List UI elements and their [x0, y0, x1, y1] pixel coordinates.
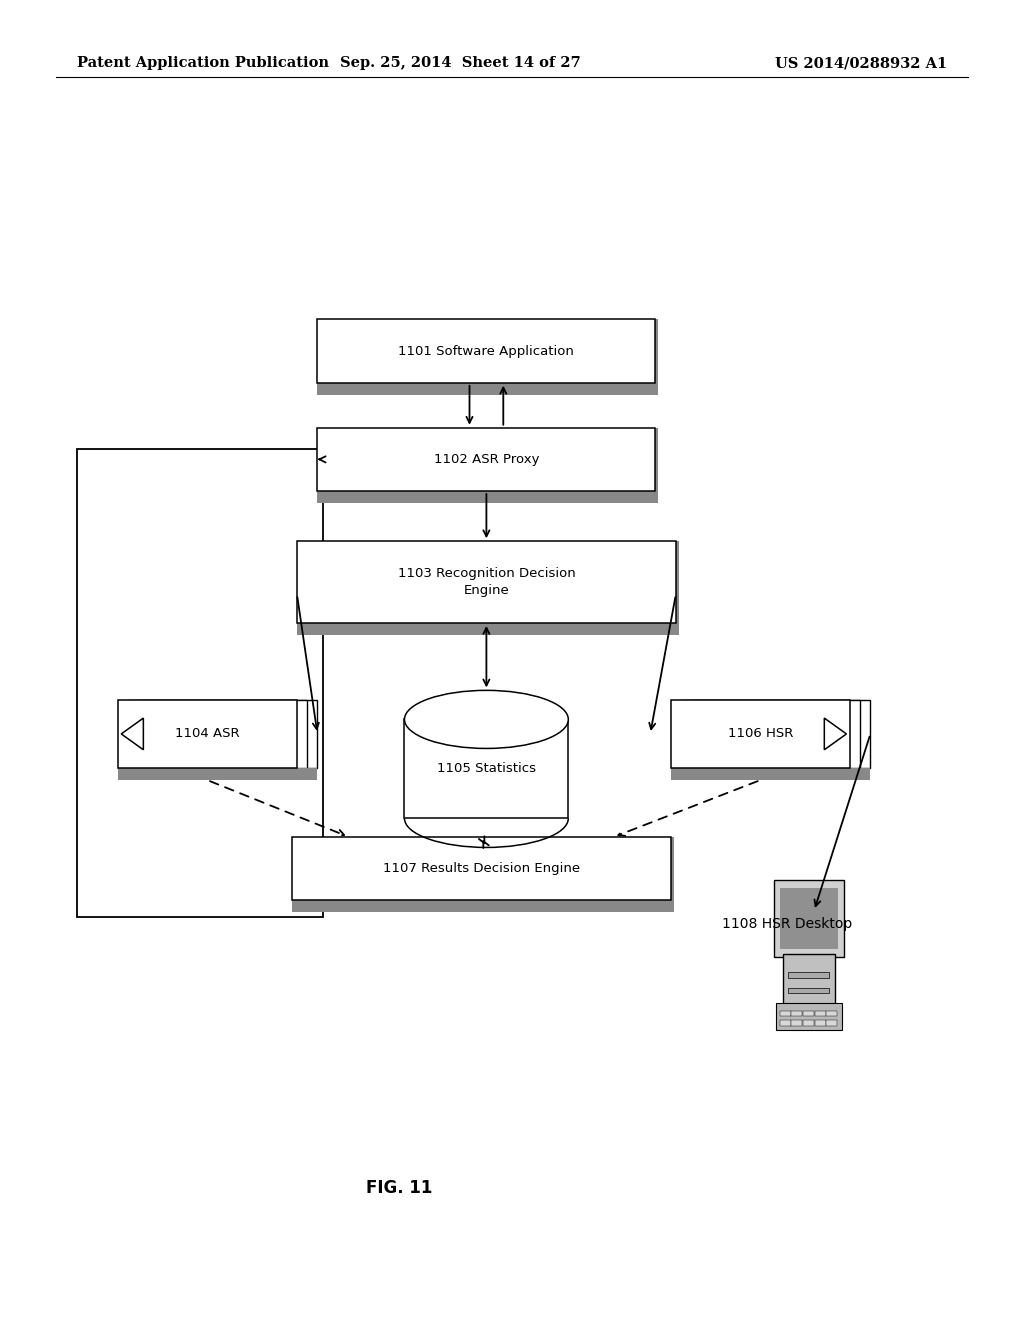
FancyBboxPatch shape — [297, 541, 676, 623]
Text: 1104 ASR: 1104 ASR — [175, 727, 240, 741]
FancyBboxPatch shape — [788, 973, 829, 978]
FancyBboxPatch shape — [780, 1011, 791, 1016]
FancyBboxPatch shape — [676, 541, 679, 635]
Text: Sep. 25, 2014  Sheet 14 of 27: Sep. 25, 2014 Sheet 14 of 27 — [340, 57, 582, 70]
Text: 1103 Recognition Decision
Engine: 1103 Recognition Decision Engine — [397, 568, 575, 597]
FancyBboxPatch shape — [128, 700, 307, 768]
Ellipse shape — [404, 690, 568, 748]
Polygon shape — [797, 957, 821, 973]
FancyBboxPatch shape — [317, 491, 658, 503]
Text: 1108 HSR Desktop: 1108 HSR Desktop — [722, 917, 852, 931]
Polygon shape — [824, 718, 847, 750]
FancyBboxPatch shape — [803, 1011, 814, 1016]
FancyBboxPatch shape — [788, 987, 829, 993]
FancyBboxPatch shape — [292, 900, 674, 912]
FancyBboxPatch shape — [826, 1011, 838, 1016]
FancyBboxPatch shape — [671, 700, 850, 768]
Text: 1101 Software Application: 1101 Software Application — [398, 345, 574, 358]
FancyBboxPatch shape — [297, 623, 679, 635]
Polygon shape — [121, 718, 143, 750]
Text: 1102 ASR Proxy: 1102 ASR Proxy — [433, 453, 540, 466]
FancyBboxPatch shape — [792, 1020, 803, 1026]
FancyBboxPatch shape — [815, 1011, 825, 1016]
FancyBboxPatch shape — [317, 319, 655, 383]
FancyBboxPatch shape — [815, 1020, 825, 1026]
FancyBboxPatch shape — [792, 1011, 803, 1016]
FancyBboxPatch shape — [783, 954, 835, 1010]
FancyBboxPatch shape — [128, 768, 307, 780]
FancyBboxPatch shape — [671, 768, 850, 780]
FancyBboxPatch shape — [138, 768, 317, 780]
Text: 1105 Statistics: 1105 Statistics — [437, 763, 536, 775]
Text: US 2014/0288932 A1: US 2014/0288932 A1 — [775, 57, 947, 70]
FancyBboxPatch shape — [655, 428, 658, 503]
FancyBboxPatch shape — [691, 700, 870, 768]
FancyBboxPatch shape — [774, 880, 844, 957]
FancyBboxPatch shape — [317, 383, 658, 395]
FancyBboxPatch shape — [118, 768, 297, 780]
FancyBboxPatch shape — [671, 837, 674, 912]
FancyBboxPatch shape — [292, 837, 671, 900]
FancyBboxPatch shape — [118, 700, 297, 768]
FancyBboxPatch shape — [826, 1020, 838, 1026]
FancyBboxPatch shape — [803, 1020, 814, 1026]
FancyBboxPatch shape — [681, 768, 860, 780]
Text: 1106 HSR: 1106 HSR — [728, 727, 793, 741]
FancyBboxPatch shape — [317, 428, 655, 491]
Polygon shape — [404, 719, 568, 818]
FancyBboxPatch shape — [776, 1003, 842, 1030]
FancyBboxPatch shape — [780, 1020, 791, 1026]
Text: FIG. 11: FIG. 11 — [367, 1179, 432, 1197]
FancyBboxPatch shape — [655, 319, 658, 395]
FancyBboxPatch shape — [138, 700, 317, 768]
FancyBboxPatch shape — [691, 768, 870, 780]
FancyBboxPatch shape — [681, 700, 860, 768]
Text: 1107 Results Decision Engine: 1107 Results Decision Engine — [383, 862, 580, 875]
FancyBboxPatch shape — [780, 888, 838, 949]
Text: Patent Application Publication: Patent Application Publication — [77, 57, 329, 70]
